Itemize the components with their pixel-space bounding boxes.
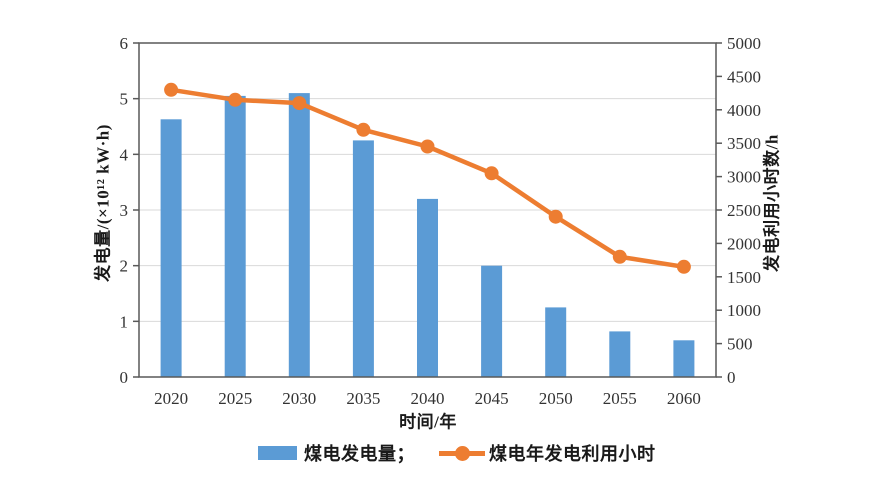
bar-series-label: 煤电发电量； [304, 444, 415, 464]
line-marker-2045 [484, 166, 499, 181]
svg-text:3500: 3500 [727, 134, 761, 153]
line-marker-2060 [676, 259, 691, 274]
bar-2055 [609, 331, 631, 377]
right-axis-title: 发电利用小时数/h [762, 134, 782, 272]
svg-text:3000: 3000 [727, 168, 761, 187]
line-series [164, 82, 691, 274]
svg-text:2030: 2030 [282, 389, 316, 408]
bar-series [160, 93, 695, 378]
x-axis-title: 时间/年 [399, 412, 457, 432]
line-series-swatch [439, 445, 485, 461]
line-marker-2030 [292, 96, 307, 111]
svg-text:2050: 2050 [539, 389, 573, 408]
svg-text:2500: 2500 [727, 201, 761, 220]
line-series-label: 煤电年发电利用小时 [489, 444, 656, 464]
svg-text:4: 4 [120, 145, 129, 164]
line-marker-2020 [164, 82, 179, 97]
svg-text:1000: 1000 [727, 301, 761, 320]
svg-text:2025: 2025 [218, 389, 252, 408]
left-axis-title: 发电量/(×10¹² kW·h) [93, 124, 113, 282]
svg-text:2060: 2060 [667, 389, 701, 408]
line-marker-icon [455, 445, 470, 461]
svg-text:4000: 4000 [727, 101, 761, 120]
svg-text:2: 2 [120, 257, 129, 276]
line-marker-2040 [420, 139, 435, 154]
bar-2025 [224, 95, 246, 378]
svg-text:0: 0 [120, 368, 129, 387]
svg-text:3: 3 [120, 201, 129, 220]
bar-2060 [673, 340, 695, 377]
bar-2040 [417, 198, 438, 377]
line-marker-2025 [228, 92, 243, 107]
legend: 煤电发电量； 煤电年发电利用小时 [258, 440, 656, 466]
svg-text:2000: 2000 [727, 234, 761, 253]
left-axis-ticks: 0 1 2 3 4 5 6 [120, 34, 139, 387]
svg-text:5: 5 [120, 90, 129, 109]
bar-2050 [545, 307, 567, 377]
right-axis-ticks: 0 500 1000 1500 2000 2500 3000 3500 4000 4500 5000 [716, 34, 761, 387]
bar-2035 [352, 140, 374, 377]
svg-text:500: 500 [727, 335, 753, 354]
svg-text:0: 0 [727, 368, 736, 387]
svg-text:1: 1 [120, 312, 129, 331]
svg-text:4500: 4500 [727, 67, 761, 86]
bar-2045 [481, 265, 503, 377]
svg-text:2035: 2035 [346, 389, 380, 408]
svg-text:5000: 5000 [727, 34, 761, 53]
svg-text:2055: 2055 [603, 389, 637, 408]
x-tick-labels: 2020 2025 2030 2035 2040 2045 2050 2055 2060 [154, 389, 701, 408]
bar-series-swatch [258, 446, 297, 460]
bar-2020 [160, 119, 182, 378]
svg-text:2040: 2040 [411, 389, 445, 408]
svg-text:2045: 2045 [475, 389, 509, 408]
bar-2030 [288, 93, 310, 377]
svg-text:2020: 2020 [154, 389, 188, 408]
svg-text:6: 6 [120, 34, 129, 53]
line-marker-2055 [612, 249, 627, 264]
svg-text:1500: 1500 [727, 268, 761, 287]
line-marker-2035 [356, 122, 371, 137]
line-marker-2050 [548, 209, 563, 224]
